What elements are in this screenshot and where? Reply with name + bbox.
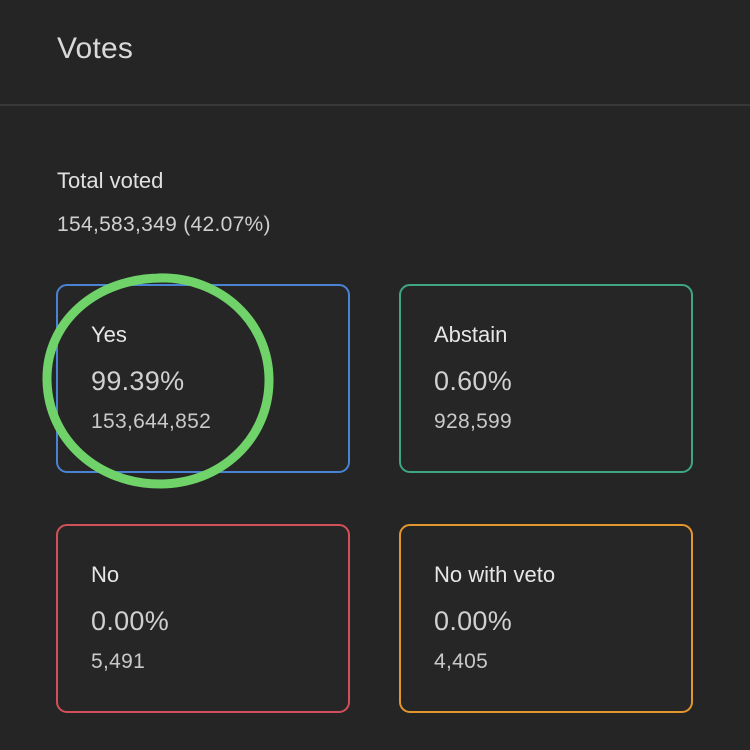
vote-option-count: 5,491 xyxy=(91,650,146,673)
panel-header: Votes xyxy=(0,0,750,106)
vote-option-percent: 99.39% xyxy=(91,366,185,396)
vote-option-count: 4,405 xyxy=(434,650,489,673)
vote-card-no: No 0.00% 5,491 xyxy=(56,524,350,713)
total-voted-value: 154,583,349 (42.07%) xyxy=(57,213,271,236)
vote-option-label: Abstain xyxy=(434,322,508,347)
vote-option-count: 153,644,852 xyxy=(91,410,212,433)
vote-option-label: No xyxy=(91,562,120,587)
vote-option-label: No with veto xyxy=(434,562,556,587)
vote-option-percent: 0.60% xyxy=(434,366,513,396)
vote-option-percent: 0.00% xyxy=(91,606,170,636)
panel-title: Votes xyxy=(57,32,134,65)
vote-card-no-with-veto: No with veto 0.00% 4,405 xyxy=(399,524,693,713)
vote-option-percent: 0.00% xyxy=(434,606,513,636)
vote-card-yes: Yes 99.39% 153,644,852 xyxy=(56,284,350,473)
total-voted-label: Total voted xyxy=(57,168,164,193)
vote-card-abstain: Abstain 0.60% 928,599 xyxy=(399,284,693,473)
vote-option-label: Yes xyxy=(91,322,127,347)
vote-option-count: 928,599 xyxy=(434,410,513,433)
